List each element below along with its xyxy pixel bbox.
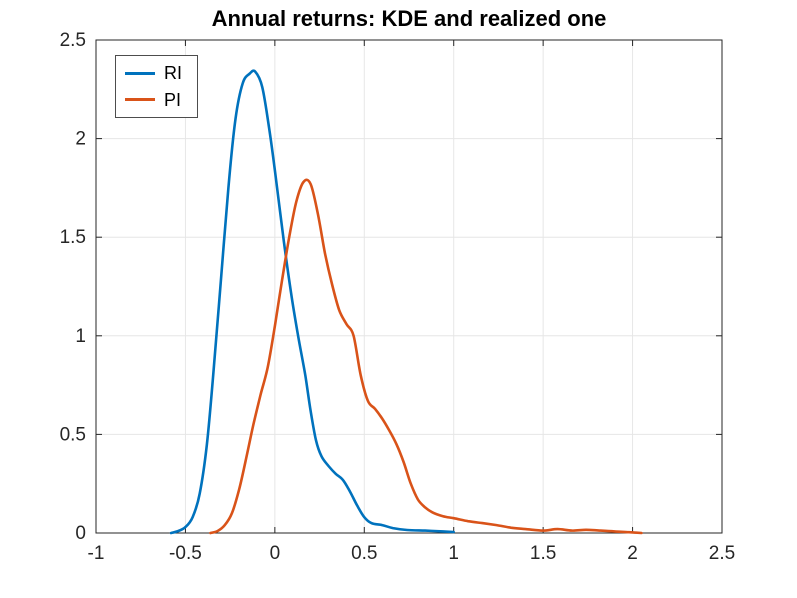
x-tick-label: 0.5 <box>351 543 377 564</box>
y-tick-label: 2 <box>75 129 86 150</box>
x-tick-label: 1.5 <box>530 543 556 564</box>
x-tick-label: 1 <box>448 543 459 564</box>
y-tick-label: 1 <box>75 326 86 347</box>
x-tick-label: 0 <box>270 543 281 564</box>
legend-line-sample-ri <box>125 71 155 75</box>
legend-line-sample-pi <box>125 98 155 102</box>
series-line-pi <box>209 178 643 535</box>
x-tick-label: -0.5 <box>169 543 202 564</box>
legend-item-ri: RI <box>125 64 197 82</box>
legend-label-ri: RI <box>164 63 182 84</box>
legend-item-pi: PI <box>125 91 197 109</box>
chart-title: Annual returns: KDE and realized one <box>211 6 607 31</box>
legend: RI PI <box>115 55 198 118</box>
legend-label-pi: PI <box>164 89 182 110</box>
y-tick-label: 1.5 <box>60 227 86 248</box>
axes-box <box>95 39 723 534</box>
y-tick-label: 0 <box>75 523 86 544</box>
y-tick-label: 2.5 <box>60 30 86 51</box>
x-tick-label: 2 <box>627 543 638 564</box>
x-tick-label: 2.5 <box>709 543 735 564</box>
x-tick-label: -1 <box>88 543 105 564</box>
series-line-ri <box>169 69 455 535</box>
y-tick-label: 0.5 <box>60 424 86 445</box>
